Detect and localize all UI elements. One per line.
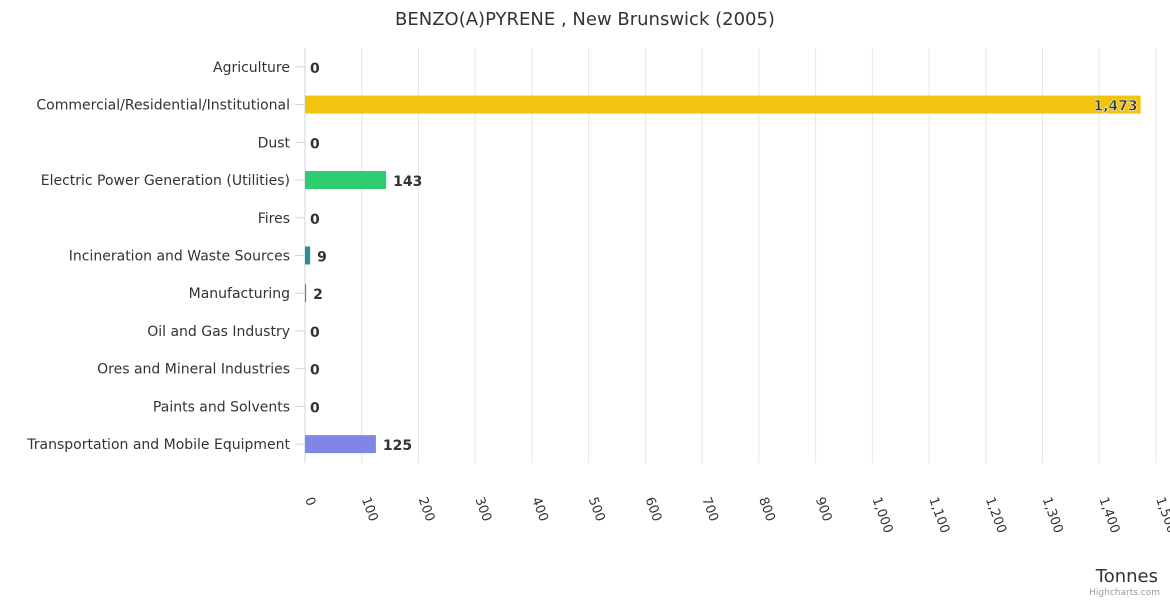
credits[interactable]: Highcharts.com bbox=[1089, 588, 1160, 598]
x-axis-title: Tonnes bbox=[1095, 566, 1158, 587]
data-label: 125 bbox=[383, 438, 412, 454]
bar bbox=[305, 95, 1141, 114]
data-label: 0 bbox=[310, 61, 320, 77]
x-tick-label: 700 bbox=[698, 495, 721, 523]
y-category-label: Ores and Mineral Industries bbox=[97, 362, 290, 378]
chart-title: BENZO(A)PYRENE , New Brunswick (2005) bbox=[395, 9, 775, 30]
x-tick-label: 1,000 bbox=[869, 495, 896, 535]
x-tick-label: 1,100 bbox=[925, 495, 952, 535]
y-category-label: Agriculture bbox=[213, 60, 290, 76]
data-label: 2 bbox=[313, 287, 323, 303]
x-tick-label: 400 bbox=[528, 495, 551, 523]
y-category-label: Fires bbox=[258, 211, 290, 227]
x-tick-label: 200 bbox=[415, 495, 438, 523]
data-label: 1,473 bbox=[1093, 99, 1137, 115]
y-category-label: Dust bbox=[258, 135, 291, 151]
data-label: 0 bbox=[310, 325, 320, 341]
x-tick-label: 1,300 bbox=[1039, 495, 1066, 535]
x-tick-label: 0 bbox=[301, 495, 318, 508]
y-category-label: Oil and Gas Industry bbox=[147, 324, 290, 340]
data-label: 9 bbox=[317, 250, 327, 266]
data-label: 0 bbox=[310, 363, 320, 379]
x-tick-label: 500 bbox=[585, 495, 608, 523]
bar bbox=[305, 246, 311, 265]
bar bbox=[305, 171, 387, 190]
data-label: 0 bbox=[310, 212, 320, 228]
y-category-label: Manufacturing bbox=[189, 286, 290, 302]
bar bbox=[305, 284, 307, 303]
y-category-label: Incineration and Waste Sources bbox=[69, 249, 290, 265]
data-label: 0 bbox=[310, 136, 320, 152]
x-tick-label: 1,400 bbox=[1096, 495, 1123, 535]
bar bbox=[305, 435, 376, 454]
y-category-label: Commercial/Residential/Institutional bbox=[36, 98, 290, 114]
x-tick-label: 900 bbox=[812, 495, 835, 523]
x-tick-label: 1,500 bbox=[1152, 495, 1170, 535]
x-tick-label: 100 bbox=[358, 495, 381, 523]
x-tick-label: 600 bbox=[642, 495, 665, 523]
y-category-label: Electric Power Generation (Utilities) bbox=[41, 173, 290, 189]
x-tick-label: 1,200 bbox=[982, 495, 1009, 535]
y-category-label: Paints and Solvents bbox=[153, 399, 290, 415]
x-tick-label: 300 bbox=[471, 495, 494, 523]
data-label: 0 bbox=[310, 400, 320, 416]
y-category-label: Transportation and Mobile Equipment bbox=[26, 437, 290, 453]
data-label: 143 bbox=[393, 174, 422, 190]
x-tick-label: 800 bbox=[755, 495, 778, 523]
